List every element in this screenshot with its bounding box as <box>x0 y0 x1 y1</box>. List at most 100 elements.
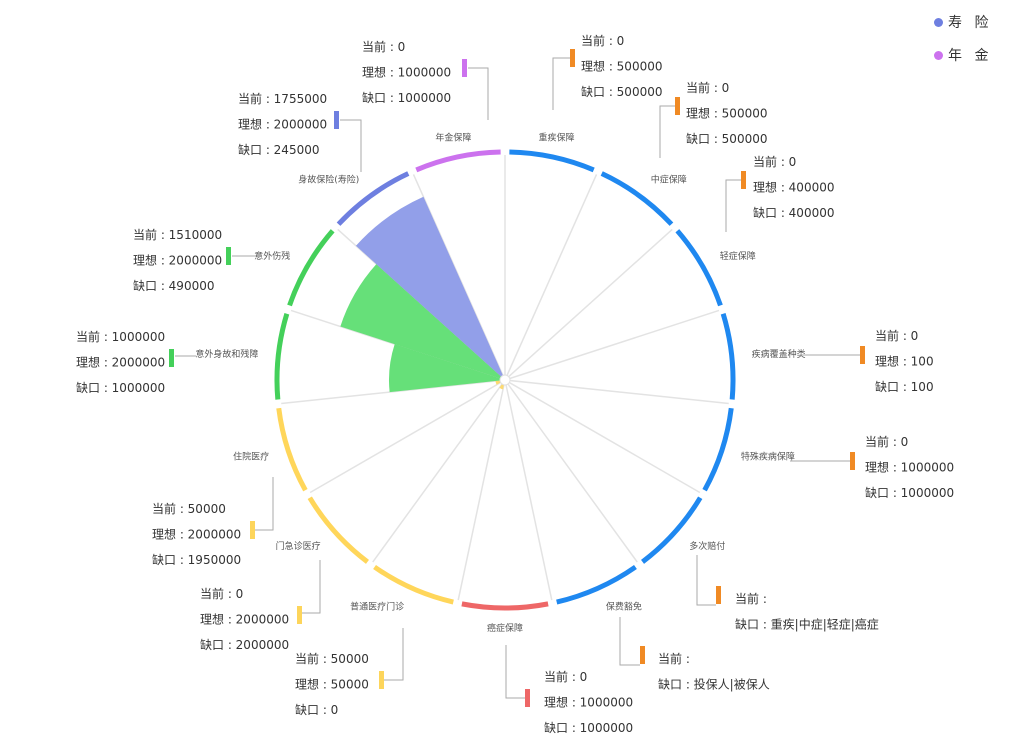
tooltip-轻症保障: 当前 : 0 理想 : 400000 缺口 : 400000 <box>725 154 834 232</box>
tooltip-意外伤残: 当前 : 1510000 理想 : 2000000 缺口 : 490000 <box>133 227 256 293</box>
tooltip-line: 理想 : 2000000 <box>76 355 165 370</box>
ring-segment <box>274 312 290 400</box>
category-label: 轻症保障 <box>720 250 756 262</box>
tooltip-疾病覆盖种类: 当前 : 0 理想 : 100 缺口 : 100 <box>800 328 934 394</box>
tooltip-line: 缺口 : 2000000 <box>200 637 289 652</box>
ring-segment <box>556 564 637 605</box>
tooltip-line: 缺口 : 0 <box>295 702 338 717</box>
grid-spoke <box>504 309 720 381</box>
tooltip-line: 理想 : 500000 <box>686 106 767 121</box>
tooltip-保费豁免: 当前 : 缺口 : 投保人|被保人 <box>619 617 770 692</box>
tooltip-line: 缺口 : 1000000 <box>362 90 451 105</box>
tooltip-marker <box>334 111 339 129</box>
bar-身故保险(寿险) <box>355 196 504 378</box>
tooltip-line: 理想 : 1000000 <box>865 460 954 475</box>
tooltip-line: 缺口 : 重疾|中症|轻症|癌症 <box>735 617 879 632</box>
tooltip-门急诊医疗: 当前 : 0 理想 : 2000000 缺口 : 2000000 <box>200 560 321 652</box>
tooltip-line: 当前 : 0 <box>753 154 796 169</box>
tooltip-line: 缺口 : 100 <box>875 379 934 394</box>
tooltip-marker <box>741 171 746 189</box>
center-dot <box>499 374 511 386</box>
legend-label: 寿 险 <box>948 15 993 31</box>
ring-segment <box>720 312 736 400</box>
leader-line <box>379 628 404 681</box>
tooltip-住院医疗: 当前 : 50000 理想 : 2000000 缺口 : 1950000 <box>152 477 274 567</box>
grid-spoke <box>504 379 553 601</box>
tooltip-marker <box>860 346 865 364</box>
tooltip-line: 当前 : 1000000 <box>76 329 165 344</box>
ring-segment <box>509 149 595 173</box>
category-label: 疾病覆盖种类 <box>752 348 806 360</box>
category-label: 门急诊医疗 <box>276 540 321 552</box>
legend-item-annuity[interactable]: 年 金 <box>934 43 992 67</box>
category-label: 重疾保障 <box>539 131 575 143</box>
tooltip-line: 当前 : 1510000 <box>133 227 222 242</box>
category-label: 多次赔付 <box>689 540 725 552</box>
tooltip-line: 理想 : 2000000 <box>200 612 289 627</box>
bar-意外身故和残障 <box>389 344 502 393</box>
grid-spoke <box>412 174 506 381</box>
tooltip-line: 理想 : 50000 <box>295 677 369 692</box>
grid-spoke <box>504 379 701 494</box>
leader-line <box>619 617 640 666</box>
outer-category-ring <box>274 149 736 611</box>
grid-spoke <box>457 379 506 601</box>
tooltip-marker <box>169 349 174 367</box>
tooltip-line: 当前 : 0 <box>581 33 624 48</box>
grid-spoke <box>309 379 506 494</box>
bar-意外伤残 <box>340 264 503 379</box>
tooltip-line: 当前 : 1755000 <box>238 91 327 106</box>
tooltip-line: 当前 : 0 <box>200 586 243 601</box>
tooltip-line: 缺口 : 500000 <box>686 131 767 146</box>
tooltip-line: 理想 : 1000000 <box>362 65 451 80</box>
tooltip-line: 理想 : 1000000 <box>544 695 633 710</box>
category-label: 癌症保障 <box>487 622 523 634</box>
tooltip-line: 缺口 : 490000 <box>133 278 214 293</box>
grid-spoke <box>504 228 673 381</box>
tooltip-普通医疗门诊: 当前 : 50000 理想 : 50000 缺口 : 0 <box>295 628 404 717</box>
tooltip-line: 理想 : 400000 <box>753 180 834 195</box>
ring-segment <box>641 496 703 564</box>
tooltip-line: 当前 : 50000 <box>295 651 369 666</box>
ring-segment <box>461 601 549 611</box>
tooltip-line: 当前 : 0 <box>875 328 918 343</box>
tooltip-line: 缺口 : 500000 <box>581 84 662 99</box>
tooltip-line: 缺口 : 400000 <box>753 205 834 220</box>
ring-segment <box>336 171 410 226</box>
legend-item-life[interactable]: 寿 险 <box>934 10 992 34</box>
grid-spoke <box>504 379 638 563</box>
tooltip-line: 缺口 : 1950000 <box>152 552 241 567</box>
leader-line <box>468 67 489 120</box>
tooltip-line: 缺口 : 1000000 <box>544 720 633 735</box>
legend-label: 年 金 <box>948 48 993 64</box>
ring-segment <box>702 407 734 492</box>
tooltip-marker <box>250 521 255 539</box>
legend: 寿 险 年 金 <box>934 10 992 76</box>
leader-line <box>552 57 570 110</box>
tooltip-marker <box>525 689 530 707</box>
category-label: 住院医疗 <box>233 451 269 463</box>
category-label: 意外伤残 <box>254 250 290 262</box>
ring-segment <box>276 407 308 492</box>
tooltip-重疾保障: 当前 : 0 理想 : 500000 缺口 : 500000 <box>552 33 662 110</box>
legend-dot-icon <box>934 17 943 27</box>
ring-segment <box>373 564 454 605</box>
category-label: 中症保障 <box>651 173 687 185</box>
category-label: 特殊疾病保障 <box>741 451 795 463</box>
leader-line <box>725 179 741 232</box>
callout-tooltips: 当前 : 0 理想 : 500000 缺口 : 500000 当前 : 0 理想 : 5… <box>76 33 954 735</box>
tooltip-marker <box>570 49 575 67</box>
category-label: 普通医疗门诊 <box>350 601 404 613</box>
tooltip-marker <box>850 452 855 470</box>
category-label: 保费豁免 <box>606 601 642 613</box>
tooltip-line: 理想 : 2000000 <box>152 527 241 542</box>
tooltip-marker <box>675 97 680 115</box>
tooltip-身故保险(寿险): 当前 : 1755000 理想 : 2000000 缺口 : 245000 <box>238 91 362 172</box>
tooltip-line: 理想 : 100 <box>875 354 934 369</box>
tooltip-line: 缺口 : 1000000 <box>76 380 165 395</box>
category-label: 年金保障 <box>435 131 471 143</box>
tooltip-line: 当前 : 50000 <box>152 501 226 516</box>
tooltip-marker <box>226 247 231 265</box>
bar-series <box>340 196 511 393</box>
